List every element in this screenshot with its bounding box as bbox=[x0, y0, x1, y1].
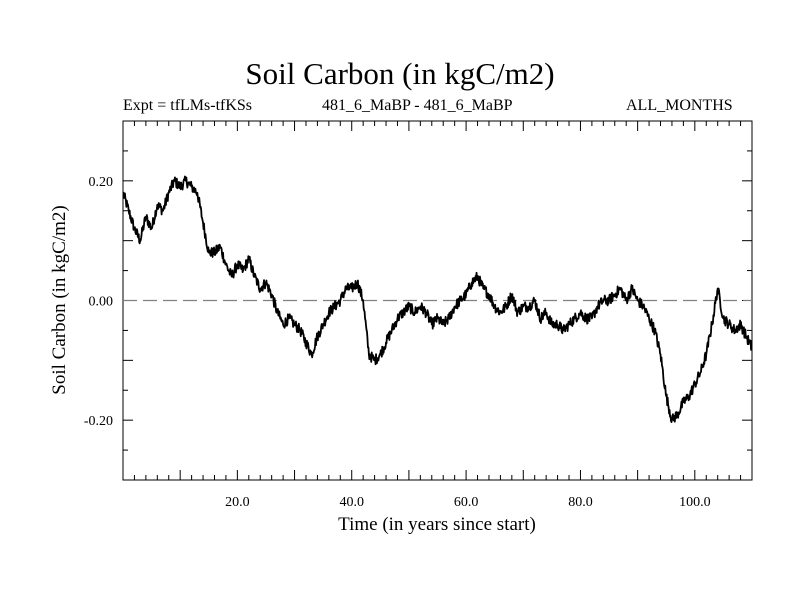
plot-border bbox=[122, 120, 753, 481]
y-tick-label: 0.20 bbox=[89, 175, 114, 190]
x-tick-label: 20.0 bbox=[225, 495, 250, 510]
y-tick-label: -0.20 bbox=[84, 414, 113, 429]
period-label: ALL_MONTHS bbox=[626, 97, 733, 114]
chart-subtitle: 481_6_MaBP - 481_6_MaBP bbox=[322, 97, 513, 114]
x-tick-label: 100.0 bbox=[679, 495, 711, 510]
axis-ticks bbox=[122, 120, 753, 481]
y-axis-label: Soil Carbon (in kgC/m2) bbox=[49, 205, 70, 394]
y-tick-label: 0.00 bbox=[89, 295, 114, 310]
series-group bbox=[122, 175, 753, 423]
x-tick-label: 60.0 bbox=[454, 495, 479, 510]
tick-labels: 20.0 40.0 60.0 80.0 100.0 0.20 0.00 -0.20 bbox=[84, 175, 711, 510]
chart-title: Soil Carbon (in kgC/m2) bbox=[245, 56, 555, 91]
experiment-label: Expt = tfLMs-tfKSs bbox=[123, 97, 253, 114]
x-axis-label: Time (in years since start) bbox=[338, 514, 536, 535]
series-line-0 bbox=[122, 175, 753, 423]
x-tick-label: 40.0 bbox=[339, 495, 364, 510]
plot-frame bbox=[122, 120, 753, 481]
x-tick-label: 80.0 bbox=[568, 495, 593, 510]
